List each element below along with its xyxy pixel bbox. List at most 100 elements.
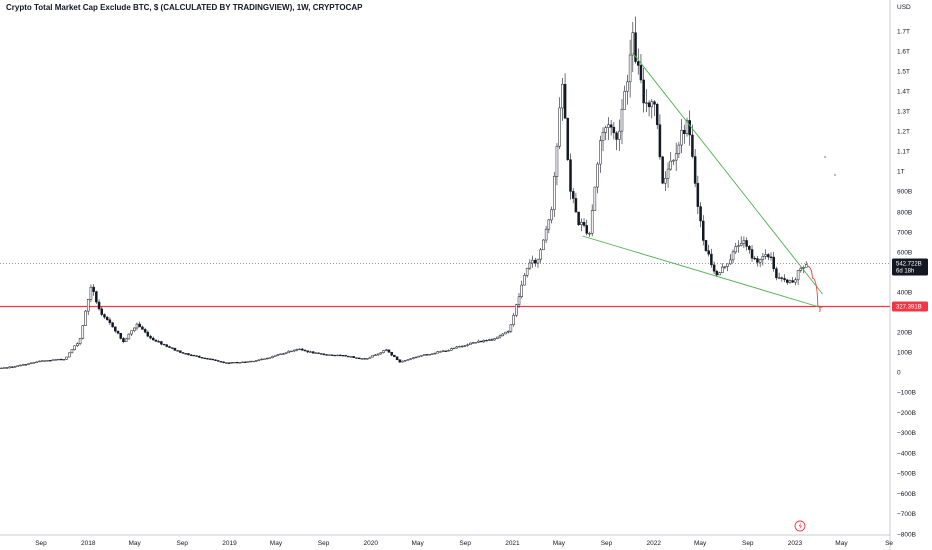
y-tick-label: 100B: [897, 349, 912, 356]
candle-body: [469, 342, 472, 346]
candle-body: [431, 353, 434, 355]
candle-body: [162, 343, 166, 346]
candle-body: [772, 256, 775, 269]
candle-body: [219, 361, 223, 363]
candle-body: [333, 354, 337, 357]
candle-body: [683, 129, 686, 134]
candle-body: [130, 330, 133, 335]
candle-body: [412, 357, 415, 359]
candle-body: [577, 211, 580, 225]
candle-body: [127, 333, 131, 340]
candle-body: [590, 210, 594, 234]
lightning-icon: [798, 522, 802, 530]
candle-body: [76, 343, 79, 347]
candle-body: [168, 346, 171, 348]
candle-body: [734, 246, 738, 253]
candle-body: [439, 351, 442, 353]
candle-body: [306, 350, 309, 353]
candle-body: [585, 225, 589, 234]
candle-body: [290, 350, 293, 353]
candle-body: [81, 325, 85, 339]
x-tick-label: 2018: [81, 540, 96, 547]
candle-body: [179, 350, 182, 353]
candle-body: [374, 354, 377, 356]
candle-body: [230, 362, 234, 364]
candle-body: [292, 349, 296, 352]
candle-body: [157, 341, 160, 343]
candle-body: [135, 323, 139, 329]
candle-body: [444, 350, 448, 352]
candle-body: [691, 134, 694, 157]
candle-body: [645, 102, 648, 104]
candle-body: [534, 259, 537, 264]
candle-body: [203, 357, 206, 360]
candle-body: [794, 279, 797, 283]
candle-body: [298, 348, 301, 351]
candle-body: [282, 353, 285, 355]
candle-body: [477, 340, 480, 343]
candle-body: [301, 348, 304, 351]
candle-body: [241, 361, 244, 363]
candle-body: [596, 163, 599, 188]
candle-body: [466, 344, 469, 346]
projection-path: [806, 265, 821, 313]
candle-body: [287, 350, 290, 354]
y-tick-label: 700B: [897, 229, 912, 236]
candle-body: [433, 352, 437, 355]
candle-body: [352, 356, 355, 358]
support-price-tag: [892, 301, 928, 312]
candle-body: [336, 354, 339, 357]
candle-body: [187, 353, 190, 356]
candle-body: [328, 354, 331, 356]
y-tick-label: −300B: [897, 430, 916, 437]
dot-mark: [824, 156, 826, 158]
candle-body: [520, 284, 523, 298]
candle-body: [390, 351, 393, 356]
candle-body: [780, 277, 784, 279]
candle-body: [420, 355, 423, 357]
candle-body: [124, 338, 128, 342]
candle-body: [753, 257, 756, 260]
x-axis: Sep 2018 May Sep 2019 May Sep 2020 May Sep 2021 May…: [0, 534, 893, 547]
y-tick-label: 400B: [897, 289, 912, 296]
candle-body: [775, 268, 778, 279]
candle-body: [702, 220, 705, 241]
candle-body: [57, 358, 60, 361]
candle-body: [8, 366, 11, 369]
y-tick-label: 900B: [897, 188, 912, 195]
candle-body: [417, 355, 421, 358]
y-tick-label: 1.4T: [897, 88, 910, 95]
candle-body: [68, 352, 71, 358]
candle-body: [119, 333, 122, 339]
candle-body: [70, 349, 74, 354]
x-tick-label: May: [129, 540, 142, 547]
candle-body: [571, 191, 575, 199]
candle-body: [618, 130, 621, 140]
candle-body: [720, 266, 724, 274]
candle-body: [260, 358, 263, 361]
candle-body: [460, 345, 464, 348]
candle-body: [756, 258, 759, 263]
candle-body: [27, 363, 30, 365]
candle-body: [485, 340, 488, 342]
misc-overlays: [794, 156, 836, 532]
candle-body: [252, 360, 255, 363]
x-tick-label: Se: [885, 540, 893, 547]
candle-body: [758, 259, 762, 263]
candle-body: [13, 366, 17, 368]
candle-body: [195, 355, 198, 357]
currency-label: USD: [897, 4, 911, 11]
candle-body: [474, 342, 477, 344]
candle-body: [279, 353, 282, 355]
candle-body: [761, 256, 765, 260]
x-tick-label: 2022: [646, 540, 661, 547]
candle-body: [664, 178, 667, 184]
candle-body: [244, 361, 247, 363]
candle-body: [726, 263, 729, 267]
candle-body: [398, 359, 402, 363]
candle-body: [506, 331, 510, 333]
candle-body: [273, 355, 277, 357]
y-tick-label: −600B: [897, 491, 916, 498]
candle-body: [97, 301, 101, 310]
